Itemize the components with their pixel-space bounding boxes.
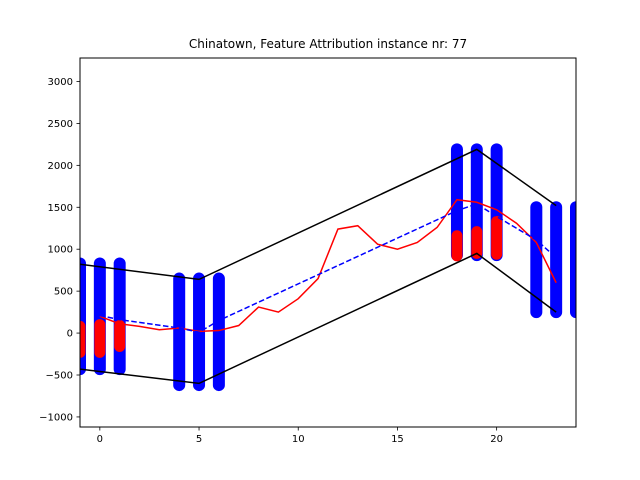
x-axis: 0 5 10 15 20 bbox=[97, 427, 503, 445]
y-tick-label: 1000 bbox=[48, 245, 73, 256]
y-tick-label: −500 bbox=[46, 371, 73, 382]
y-tick-label: 500 bbox=[54, 287, 73, 298]
x-tick-label: 5 bbox=[196, 434, 202, 445]
y-tick-label: 1500 bbox=[48, 203, 73, 214]
attribution-bars bbox=[80, 216, 503, 358]
x-tick-label: 0 bbox=[97, 434, 103, 445]
y-axis: −1000 −500 0 500 1000 1500 2000 2500 3000 bbox=[39, 77, 80, 423]
y-tick-label: 0 bbox=[67, 329, 73, 340]
series-lines bbox=[99, 198, 557, 334]
y-tick-label: 3000 bbox=[48, 77, 73, 88]
plot-frame bbox=[79, 57, 577, 428]
envelope-upper-line bbox=[80, 148, 557, 281]
y-tick-label: −1000 bbox=[39, 412, 73, 423]
envelope-lines bbox=[80, 148, 557, 385]
x-tick-label: 15 bbox=[391, 434, 404, 445]
x-tick-label: 20 bbox=[490, 434, 503, 445]
y-tick-label: 2500 bbox=[48, 119, 73, 130]
chart-title: Chinatown, Feature Attribution instance … bbox=[189, 37, 467, 51]
reference-series-line bbox=[99, 203, 557, 334]
envelope-lower-line bbox=[80, 252, 557, 385]
y-tick-label: 2000 bbox=[48, 161, 73, 172]
x-tick-label: 10 bbox=[292, 434, 305, 445]
